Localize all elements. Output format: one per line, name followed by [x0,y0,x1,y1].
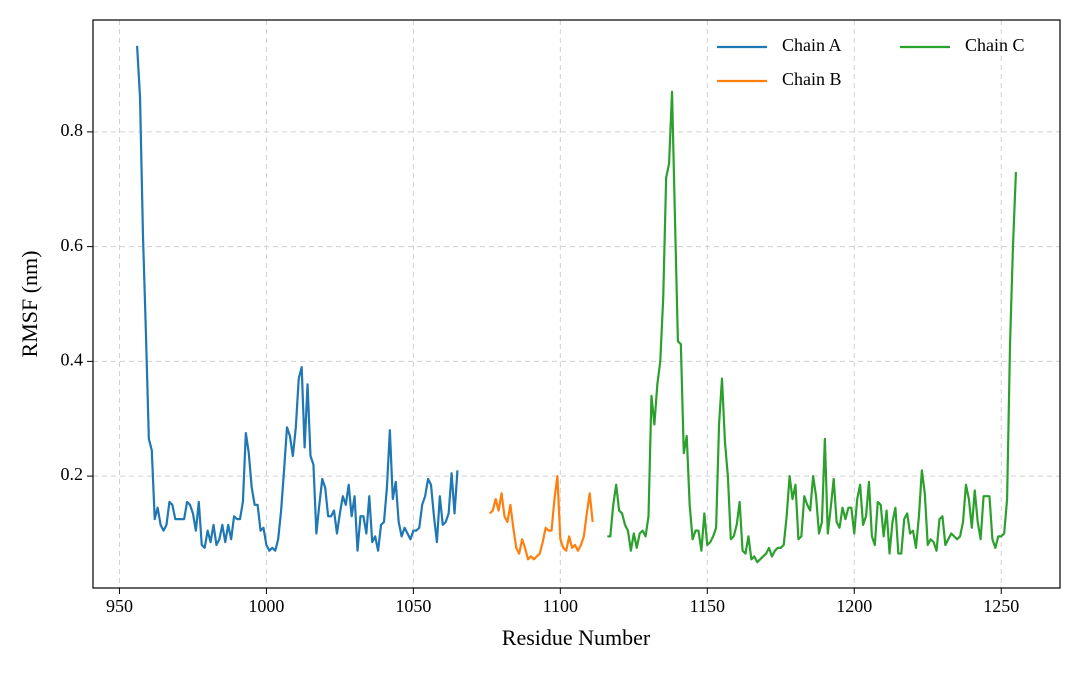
series-line [607,90,1018,564]
plot-frame [92,19,1061,589]
legend-label: Chain C [965,35,1025,55]
x-axis-title: Residue Number [502,625,651,650]
x-tick-label: 1200 [836,596,872,616]
y-tick-label: 0.6 [61,235,84,255]
x-tick-label: 950 [106,596,133,616]
y-axis-title: RMSF (nm) [17,251,42,358]
x-tick-label: 1150 [690,596,725,616]
x-tick-label: 1000 [248,596,284,616]
legend-label: Chain A [782,35,842,55]
legend-label: Chain B [782,69,842,89]
x-tick-label: 1050 [395,596,431,616]
series-line [489,475,594,561]
series-line [135,45,459,552]
x-tick-label: 1250 [983,596,1019,616]
x-tick-label: 1100 [543,596,578,616]
y-tick-label: 0.8 [61,120,84,140]
y-tick-label: 0.4 [61,349,84,369]
y-tick-label: 0.2 [61,464,84,484]
